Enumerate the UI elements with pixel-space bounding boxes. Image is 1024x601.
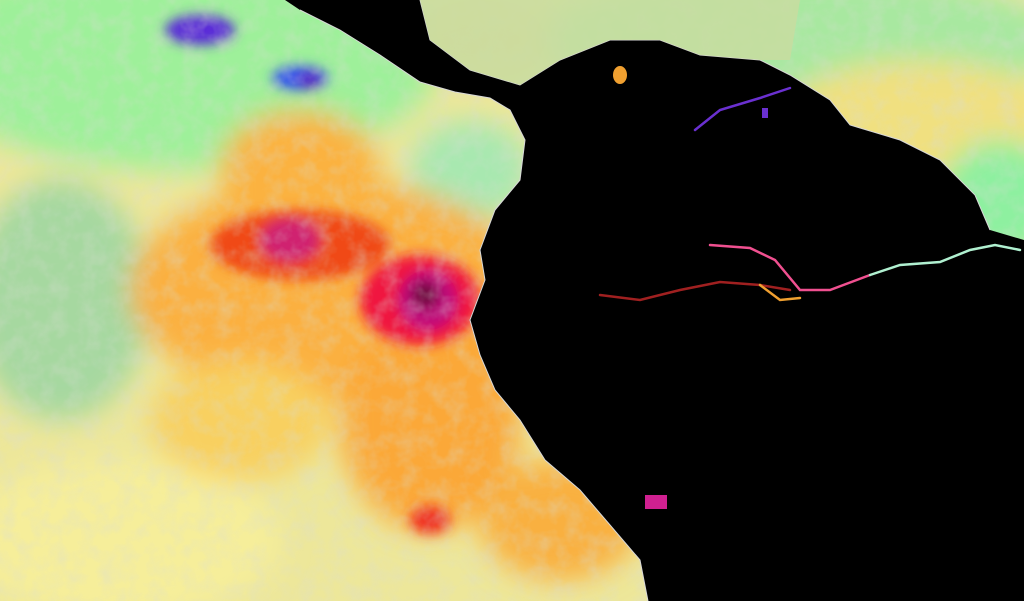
land: [285, 0, 1024, 601]
rivers: [598, 86, 1022, 302]
river: [598, 280, 792, 302]
caribbean-ocean: [420, 0, 800, 85]
lake: [762, 108, 768, 118]
river: [693, 86, 792, 132]
river: [758, 283, 802, 302]
river: [868, 243, 1022, 277]
lake: [613, 66, 627, 84]
river: [708, 243, 872, 292]
lake: [645, 495, 667, 509]
